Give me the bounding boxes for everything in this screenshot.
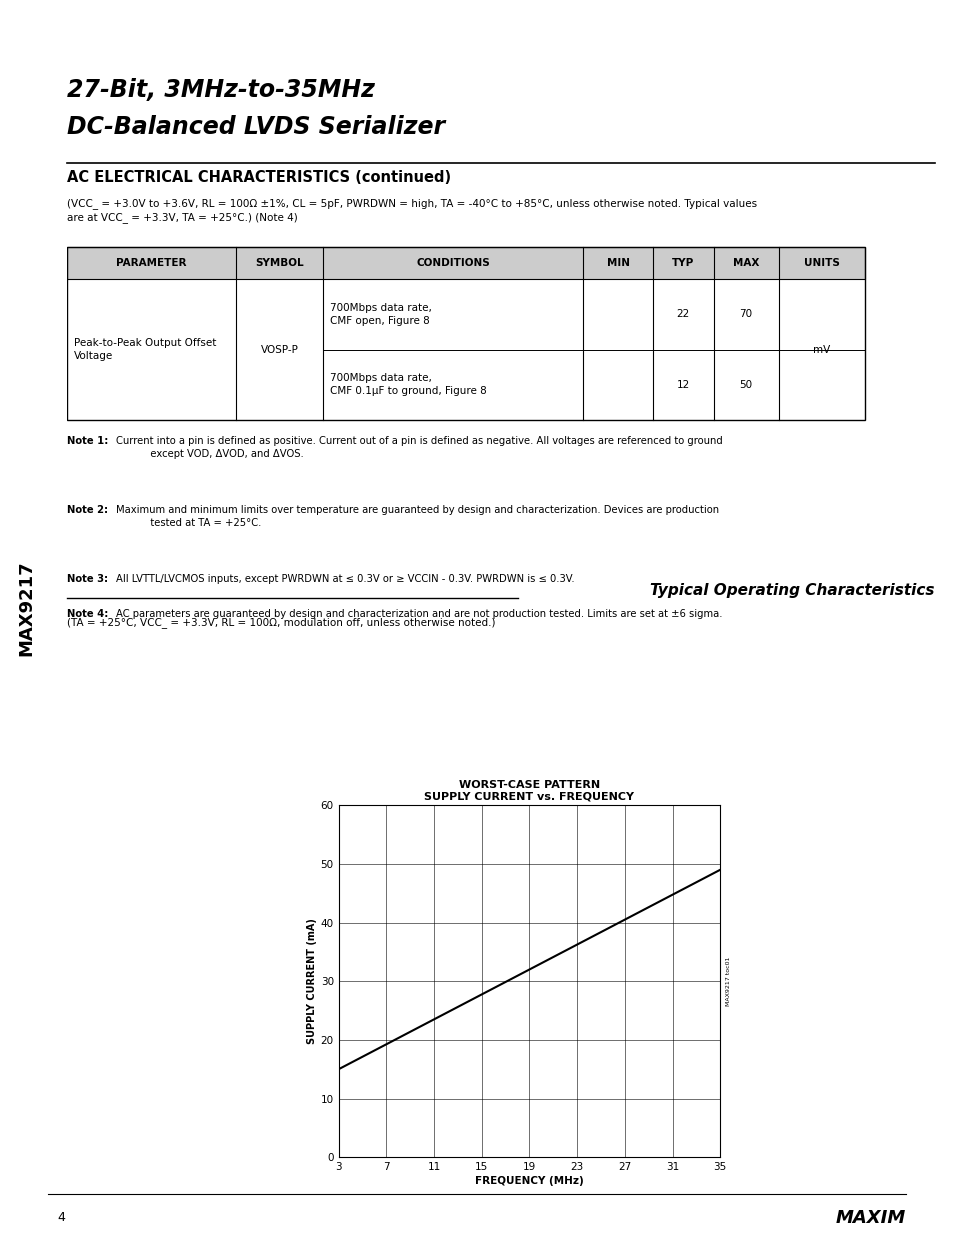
- Text: 700Mbps data rate,
CMF 0.1μF to ground, Figure 8: 700Mbps data rate, CMF 0.1μF to ground, …: [330, 373, 486, 396]
- Title: WORST-CASE PATTERN
SUPPLY CURRENT vs. FREQUENCY: WORST-CASE PATTERN SUPPLY CURRENT vs. FR…: [424, 781, 634, 802]
- Y-axis label: SUPPLY CURRENT (mA): SUPPLY CURRENT (mA): [306, 919, 316, 1044]
- Text: DC-Balanced LVDS Serializer: DC-Balanced LVDS Serializer: [67, 115, 444, 138]
- Text: 22: 22: [676, 309, 689, 320]
- Text: mV: mV: [813, 345, 830, 354]
- Text: MAX9217: MAX9217: [17, 561, 35, 656]
- Text: Maximum and minimum limits over temperature are guaranteed by design and charact: Maximum and minimum limits over temperat…: [116, 505, 719, 529]
- Text: MAX: MAX: [732, 258, 759, 268]
- Text: SYMBOL: SYMBOL: [254, 258, 303, 268]
- Text: Typical Operating Characteristics: Typical Operating Characteristics: [650, 583, 934, 598]
- Text: CONDITIONS: CONDITIONS: [416, 258, 490, 268]
- Text: All LVTTL/LVCMOS inputs, except PWRDWN at ≤ 0.3V or ≥ VCCIN - 0.3V. PWRDWN is ≤ : All LVTTL/LVCMOS inputs, except PWRDWN a…: [116, 574, 575, 584]
- Text: Note 4:: Note 4:: [67, 609, 108, 619]
- Text: (TA = +25°C, VCC_ = +3.3V, RL = 100Ω, modulation off, unless otherwise noted.): (TA = +25°C, VCC_ = +3.3V, RL = 100Ω, mo…: [67, 618, 495, 629]
- Text: PARAMETER: PARAMETER: [116, 258, 187, 268]
- Text: Note 3:: Note 3:: [67, 574, 108, 584]
- Text: UNITS: UNITS: [803, 258, 840, 268]
- Text: (VCC_ = +3.0V to +3.6V, RL = 100Ω ±1%, CL = 5pF, PWRDWN = high, TA = -40°C to +8: (VCC_ = +3.0V to +3.6V, RL = 100Ω ±1%, C…: [67, 198, 756, 224]
- Text: 700Mbps data rate,
CMF open, Figure 8: 700Mbps data rate, CMF open, Figure 8: [330, 303, 432, 326]
- Text: Note 1:: Note 1:: [67, 436, 108, 446]
- Text: 27-Bit, 3MHz-to-35MHz: 27-Bit, 3MHz-to-35MHz: [67, 78, 375, 101]
- Text: 12: 12: [676, 379, 689, 390]
- Text: VOSP-P: VOSP-P: [260, 345, 298, 354]
- Text: 50: 50: [739, 379, 752, 390]
- X-axis label: FREQUENCY (MHz): FREQUENCY (MHz): [475, 1176, 583, 1187]
- Bar: [67, 247, 864, 279]
- Text: AC ELECTRICAL CHARACTERISTICS (continued): AC ELECTRICAL CHARACTERISTICS (continued…: [67, 170, 451, 185]
- Text: Note 2:: Note 2:: [67, 505, 108, 515]
- Text: Current into a pin is defined as positive. Current out of a pin is defined as ne: Current into a pin is defined as positiv…: [116, 436, 722, 459]
- Text: MIN: MIN: [606, 258, 629, 268]
- Text: 70: 70: [739, 309, 752, 320]
- Text: MAXIM: MAXIM: [835, 1209, 905, 1226]
- Text: 4: 4: [57, 1212, 65, 1224]
- Text: Peak-to-Peak Output Offset
Voltage: Peak-to-Peak Output Offset Voltage: [73, 338, 216, 361]
- Text: MAX9217 toc01: MAX9217 toc01: [725, 957, 730, 1005]
- Text: TYP: TYP: [671, 258, 694, 268]
- Text: AC parameters are guaranteed by design and characterization and are not producti: AC parameters are guaranteed by design a…: [116, 609, 722, 619]
- Bar: [67, 247, 864, 420]
